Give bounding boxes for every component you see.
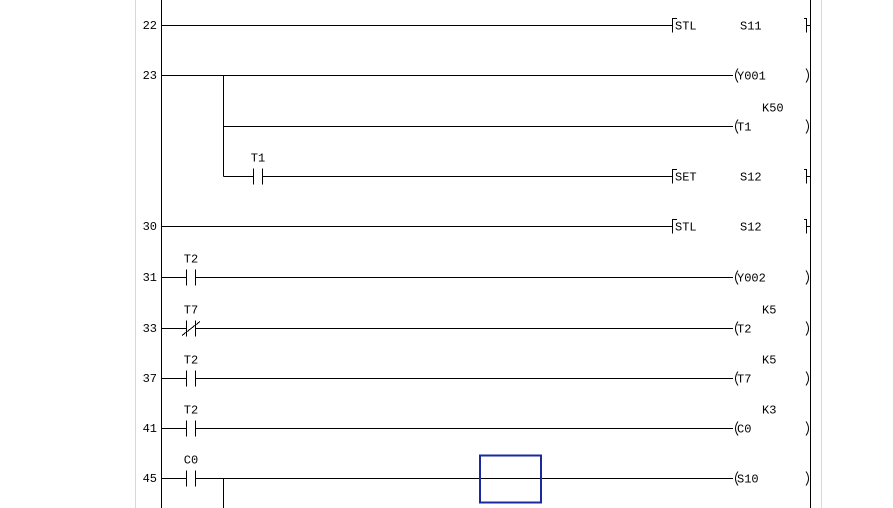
instruction-operand: S11 bbox=[740, 20, 762, 34]
instr-left-bracket bbox=[672, 169, 677, 184]
coil-right-paren bbox=[805, 421, 809, 436]
coil-device: T7 bbox=[737, 373, 751, 387]
rung[interactable]: 23 Y001 T1 K50 T1 SET S12 bbox=[143, 68, 811, 185]
coil-left-paren bbox=[735, 421, 739, 436]
applied-instruction[interactable]: STL S11 bbox=[162, 18, 810, 34]
coil-setting: K5 bbox=[762, 304, 776, 318]
output-coil[interactable]: T1 K50 bbox=[223, 102, 811, 135]
coil-device: T1 bbox=[737, 121, 751, 135]
rung[interactable]: 37 T2 T7 K5 bbox=[143, 354, 810, 387]
rung[interactable]: 45 C0 S10 bbox=[143, 454, 810, 508]
rung[interactable]: 30 STL S12 bbox=[143, 219, 810, 235]
applied-instruction[interactable]: STL S12 bbox=[162, 219, 810, 235]
step-number: 22 bbox=[143, 19, 157, 33]
coil-left-paren bbox=[735, 119, 739, 134]
coil-setting: K3 bbox=[762, 404, 776, 418]
coil-setting: K50 bbox=[762, 102, 784, 116]
output-coil[interactable]: C0 K3 bbox=[196, 404, 810, 437]
output-coil[interactable]: S10 bbox=[196, 471, 810, 487]
rung[interactable]: 31 T2 Y002 bbox=[143, 253, 810, 286]
coil-left-paren bbox=[735, 68, 739, 83]
instruction-operand: S12 bbox=[740, 221, 762, 235]
coil-right-paren bbox=[805, 68, 809, 83]
coil-right-paren bbox=[805, 270, 809, 285]
contact-label: T1 bbox=[251, 152, 265, 166]
contact-label: T2 bbox=[184, 253, 198, 267]
coil-device: Y002 bbox=[737, 272, 766, 286]
contact-label: T2 bbox=[184, 354, 198, 368]
instr-right-bracket bbox=[804, 169, 807, 184]
step-number: 45 bbox=[143, 472, 157, 486]
output-coil[interactable]: T7 K5 bbox=[196, 354, 810, 387]
output-coil[interactable]: T2 K5 bbox=[196, 304, 810, 337]
normally-open-contact[interactable]: C0 bbox=[162, 454, 198, 487]
normally-open-contact[interactable]: T1 bbox=[223, 152, 266, 185]
step-number: 31 bbox=[143, 271, 157, 285]
normally-open-contact[interactable]: T2 bbox=[162, 404, 198, 437]
contact-label: T7 bbox=[184, 304, 198, 318]
step-number: 41 bbox=[143, 422, 157, 436]
step-number: 37 bbox=[143, 372, 157, 386]
contact-slash bbox=[181, 321, 201, 336]
coil-left-paren bbox=[735, 471, 739, 486]
coil-right-paren bbox=[805, 119, 809, 134]
coil-device: Y001 bbox=[737, 70, 766, 84]
coil-left-paren bbox=[735, 371, 739, 386]
instr-left-bracket bbox=[672, 18, 677, 33]
instruction-name: STL bbox=[675, 20, 697, 34]
contact-label: C0 bbox=[184, 454, 198, 468]
instr-right-bracket bbox=[804, 18, 807, 33]
applied-instruction[interactable]: SET S12 bbox=[263, 169, 810, 185]
coil-right-paren bbox=[805, 321, 809, 336]
coil-device: S10 bbox=[737, 473, 759, 487]
coil-right-paren bbox=[805, 371, 809, 386]
rung[interactable]: 22 STL S11 bbox=[143, 18, 810, 34]
coil-left-paren bbox=[735, 270, 739, 285]
contact-label: T2 bbox=[184, 404, 198, 418]
normally-open-contact[interactable]: T2 bbox=[162, 354, 198, 387]
step-number: 23 bbox=[143, 69, 157, 83]
step-number: 30 bbox=[143, 220, 157, 234]
coil-device: T2 bbox=[737, 323, 751, 337]
normally-open-contact[interactable]: T2 bbox=[162, 253, 198, 286]
rung[interactable]: 41 T2 C0 K3 bbox=[143, 404, 810, 437]
output-coil[interactable]: Y002 bbox=[196, 270, 810, 286]
coil-right-paren bbox=[805, 471, 809, 486]
instruction-name: SET bbox=[675, 171, 697, 185]
instruction-operand: S12 bbox=[740, 171, 762, 185]
output-coil[interactable]: Y001 bbox=[162, 68, 810, 84]
coil-device: C0 bbox=[737, 423, 751, 437]
coil-setting: K5 bbox=[762, 354, 776, 368]
instr-left-bracket bbox=[672, 219, 677, 234]
rung[interactable]: 33 T7 T2 K5 bbox=[143, 304, 810, 337]
step-number: 33 bbox=[143, 322, 157, 336]
edit-cursor[interactable] bbox=[479, 454, 542, 504]
instr-right-bracket bbox=[804, 219, 807, 234]
normally-closed-contact[interactable]: T7 bbox=[162, 304, 201, 337]
instruction-name: STL bbox=[675, 221, 697, 235]
coil-left-paren bbox=[735, 321, 739, 336]
